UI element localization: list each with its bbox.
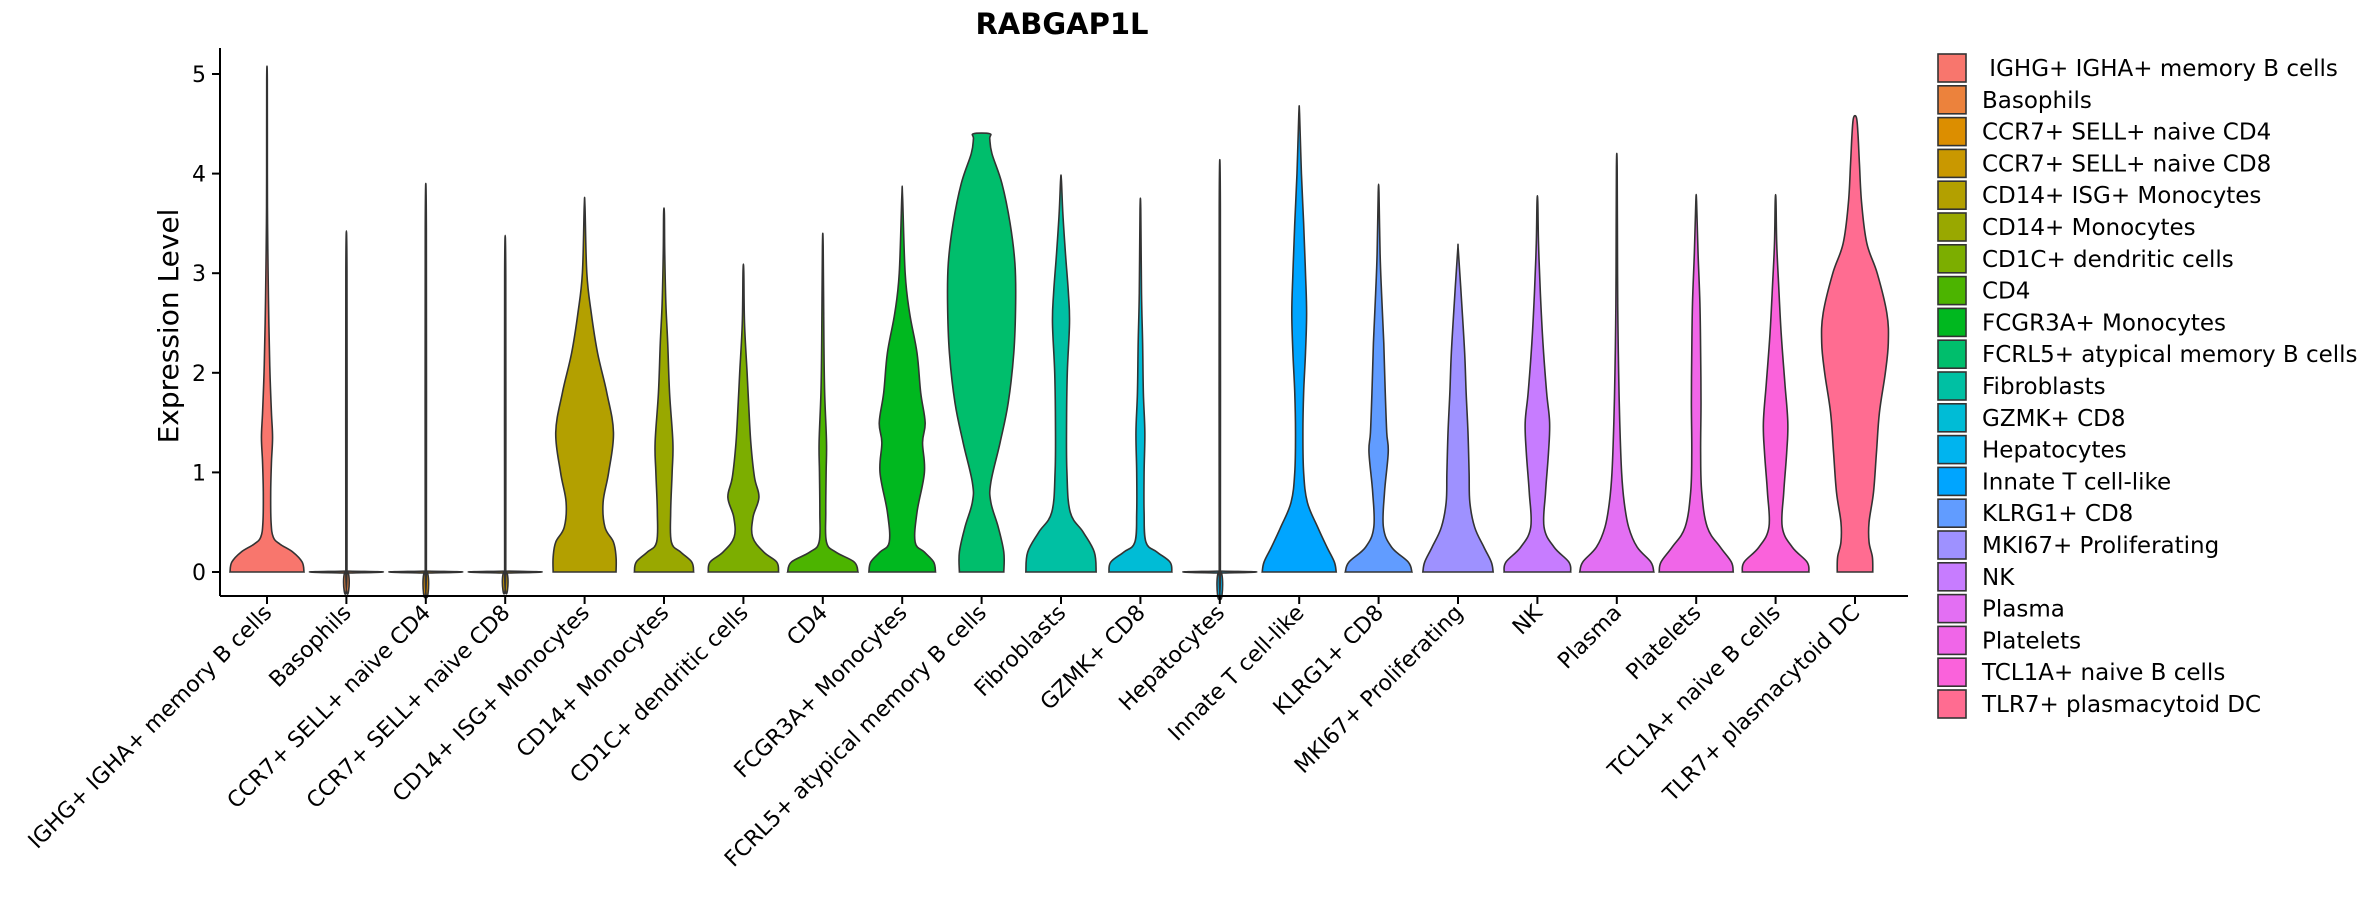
x-tick-label: Plasma <box>1553 601 1627 675</box>
legend-swatch <box>1937 307 1967 338</box>
x-tick-label: CD14+ Monocytes <box>512 601 674 763</box>
legend-label: CD4 <box>1982 279 2030 305</box>
legend-swatch <box>1937 180 1967 210</box>
legend-swatch <box>1937 116 1967 147</box>
legend-label: Plasma <box>1982 597 2065 623</box>
legend-label: Fibroblasts <box>1982 374 2106 400</box>
violin-tcl1a-naive-b-cells <box>1741 193 1810 573</box>
legend-label: TLR7+ plasmacytoid DC <box>1981 692 2261 718</box>
x-tick-label: NK <box>1508 600 1548 640</box>
violin-cd4 <box>786 232 860 573</box>
violin-klrg1-cd8 <box>1344 183 1414 573</box>
x-tick-label: Platelets <box>1622 601 1707 686</box>
violin-fibroblasts <box>1024 174 1098 573</box>
legend-swatch <box>1937 85 1967 115</box>
legend-label: CD14+ Monocytes <box>1982 215 2196 241</box>
legend-swatch <box>1937 371 1967 401</box>
x-tick-label: IGHG+ IGHA+ memory B cells <box>24 601 277 854</box>
violin-platelets <box>1658 193 1735 573</box>
violin-fcgr3a-monocytes <box>867 185 937 573</box>
x-axis-ticks: IGHG+ IGHA+ memory B cellsBasophilsCCR7+… <box>24 596 1865 872</box>
legend-label: CCR7+ SELL+ naive CD8 <box>1982 151 2271 177</box>
y-tick-label: 0 <box>192 561 206 586</box>
legend-swatch <box>1937 53 1967 83</box>
violin-plasma <box>1578 152 1655 573</box>
violins <box>229 65 1890 600</box>
legend-label: GZMK+ CD8 <box>1982 406 2126 432</box>
legend-label: TCL1A+ naive B cells <box>1981 660 2225 686</box>
y-tick-label: 5 <box>192 63 206 88</box>
legend: IGHG+ IGHA+ memory B cells Basophils CCR7+… <box>1937 53 2358 719</box>
legend-label: CD14+ ISG+ Monocytes <box>1982 183 2261 209</box>
violin-basophils <box>308 230 385 595</box>
violin-hepatocytes <box>1181 158 1258 600</box>
y-tick-label: 3 <box>192 262 206 287</box>
legend-swatch <box>1937 466 1967 497</box>
violin-mki67-proliferating <box>1421 243 1495 573</box>
legend-label: KLRG1+ CD8 <box>1982 501 2133 527</box>
legend-label: Hepatocytes <box>1982 438 2127 464</box>
legend-label: FCGR3A+ Monocytes <box>1982 310 2226 336</box>
x-tick-label: Innate T cell-like <box>1164 601 1310 747</box>
violin-gzmk-cd8 <box>1107 197 1173 573</box>
violin-ighg-igha-memory-b-cells <box>229 65 305 573</box>
violin-ccr7-sell-naive-cd8 <box>467 234 544 595</box>
y-tick-label: 4 <box>192 163 206 188</box>
chart-title: RABGAP1L <box>975 7 1148 41</box>
violin-cd14-monocytes <box>633 207 695 573</box>
legend-swatch <box>1937 148 1967 179</box>
violin-cd1c-dendritic-cells <box>707 263 780 573</box>
legend-swatch <box>1937 561 1967 592</box>
legend-swatch <box>1937 530 1967 560</box>
violin-fcrl5-atypical-memory-b-cells <box>946 132 1017 573</box>
legend-label: CD1C+ dendritic cells <box>1982 247 2234 273</box>
legend-label: Basophils <box>1982 88 2092 114</box>
y-axis-title: Expression Level <box>152 209 185 444</box>
legend-swatch <box>1937 244 1967 274</box>
legend-swatch <box>1937 593 1967 624</box>
legend-label: Innate T cell-like <box>1982 469 2171 495</box>
violin-cd14-isg-monocytes <box>552 196 618 573</box>
legend-label: MKI67+ Proliferating <box>1982 533 2219 559</box>
legend-swatch <box>1937 657 1967 688</box>
legend-swatch <box>1937 402 1967 433</box>
violin-nk <box>1503 195 1572 573</box>
legend-label: IGHG+ IGHA+ memory B cells <box>1982 56 2338 82</box>
violin-tlr7-plasmacytoid-dc <box>1820 114 1890 573</box>
y-tick-label: 1 <box>192 461 206 486</box>
y-axis-ticks: 0 1 2 3 4 5 <box>192 63 220 586</box>
legend-label: NK <box>1982 565 2015 591</box>
violin-ccr7-sell-naive-cd4 <box>387 182 464 599</box>
legend-swatch <box>1937 434 1967 465</box>
legend-label: Platelets <box>1982 628 2081 654</box>
legend-swatch <box>1937 498 1967 529</box>
legend-swatch <box>1937 625 1967 656</box>
legend-label: FCRL5+ atypical memory B cells <box>1982 342 2358 368</box>
violin-innate-t-cell-like <box>1261 104 1338 573</box>
x-tick-label: CD4 <box>783 601 833 651</box>
legend-swatch <box>1937 689 1967 719</box>
legend-swatch <box>1937 212 1967 242</box>
legend-swatch <box>1937 339 1967 370</box>
y-tick-label: 2 <box>192 362 206 387</box>
legend-swatch <box>1937 275 1967 306</box>
legend-label: CCR7+ SELL+ naive CD4 <box>1982 120 2271 146</box>
